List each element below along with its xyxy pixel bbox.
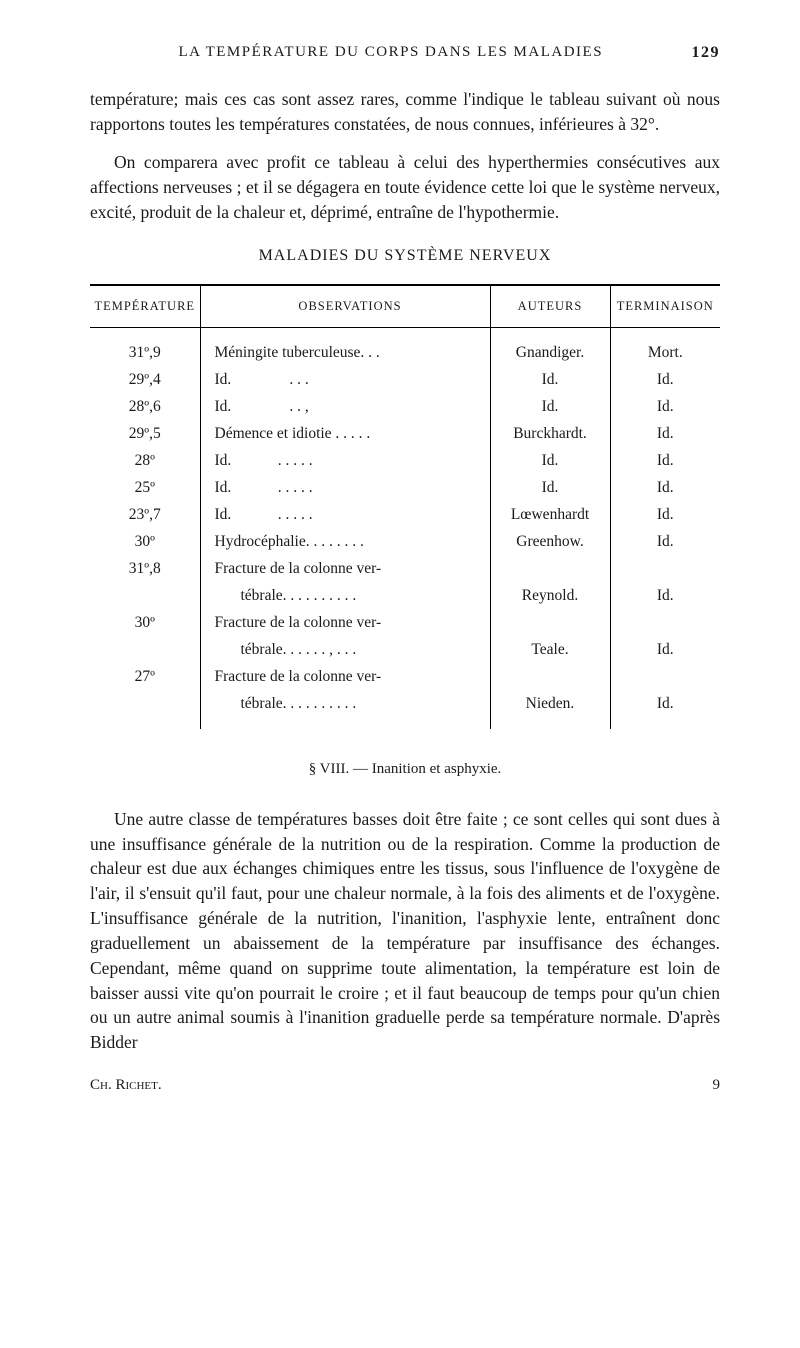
cell-temperature: 29º,4 (90, 367, 200, 394)
table-row: 31º,8Fracture de la colonne ver- (90, 556, 720, 583)
cell-terminaison: Mort. (610, 328, 720, 367)
cell-observation: Hydrocéphalie. . . . . . . . (200, 529, 490, 556)
cell-observation: Id. . . , (200, 394, 490, 421)
cell-auteur: Lœwenhardt (490, 502, 610, 529)
cell-terminaison: Id. (610, 475, 720, 502)
cell-terminaison: Id. (610, 637, 720, 664)
table-row: 28º,6Id. . . ,Id.Id. (90, 394, 720, 421)
page-number: 129 (692, 42, 721, 65)
table-row: 30ºHydrocéphalie. . . . . . . .Greenhow.… (90, 529, 720, 556)
running-header: LA TEMPÉRATURE DU CORPS DANS LES MALADIE… (90, 42, 720, 65)
cell-terminaison: Id. (610, 691, 720, 730)
cell-terminaison: Id. (610, 502, 720, 529)
cell-auteur (490, 610, 610, 637)
cell-terminaison (610, 664, 720, 691)
footer-signature: 9 (713, 1075, 721, 1096)
footer-author: Ch. Richet. (90, 1075, 162, 1096)
table-row: 23º,7Id. . . . . .LœwenhardtId. (90, 502, 720, 529)
cell-temperature: 31º,8 (90, 556, 200, 583)
cell-auteur: Greenhow. (490, 529, 610, 556)
footer: Ch. Richet. 9 (90, 1075, 720, 1096)
cell-terminaison (610, 556, 720, 583)
paragraph-3-text: Une autre classe de températures basses … (90, 809, 720, 1053)
table-row: tébrale. . . . . . . . . .Nieden.Id. (90, 691, 720, 730)
paragraph-1: température; mais ces cas sont assez rar… (90, 87, 720, 137)
section-heading: § VIII. — Inanition et asphyxie. (90, 759, 720, 780)
cell-terminaison: Id. (610, 583, 720, 610)
maladies-table: TEMPÉRATURE OBSERVATIONS AUTEURS TERMINA… (90, 284, 720, 730)
cell-auteur: Id. (490, 394, 610, 421)
table-row: tébrale. . . . . . . . . .Reynold.Id. (90, 583, 720, 610)
cell-observation: Méningite tuberculeuse. . . (200, 328, 490, 367)
header-title: LA TEMPÉRATURE DU CORPS DANS LES MALADIE… (90, 42, 692, 65)
table-row: 31º,9Méningite tuberculeuse. . .Gnandige… (90, 328, 720, 367)
cell-terminaison: Id. (610, 529, 720, 556)
paragraph-3: Une autre classe de températures basses … (90, 807, 720, 1055)
cell-auteur (490, 664, 610, 691)
cell-terminaison (610, 610, 720, 637)
paragraph-2-text: On comparera avec profit ce tableau à ce… (90, 152, 720, 222)
paragraph-2: On comparera avec profit ce tableau à ce… (90, 150, 720, 225)
cell-auteur (490, 556, 610, 583)
cell-temperature (90, 637, 200, 664)
cell-observation: Fracture de la colonne ver- (200, 556, 490, 583)
cell-temperature (90, 583, 200, 610)
col-auteurs: AUTEURS (490, 285, 610, 328)
cell-observation: Id. . . . . . (200, 502, 490, 529)
col-terminaison: TERMINAISON (610, 285, 720, 328)
cell-observation: Démence et idiotie . . . . . (200, 421, 490, 448)
table-body: 31º,9Méningite tuberculeuse. . .Gnandige… (90, 328, 720, 730)
cell-temperature: 27º (90, 664, 200, 691)
cell-observation: Id. . . . (200, 367, 490, 394)
col-temperature: TEMPÉRATURE (90, 285, 200, 328)
cell-auteur: Id. (490, 367, 610, 394)
cell-auteur: Id. (490, 448, 610, 475)
cell-terminaison: Id. (610, 448, 720, 475)
table-row: 28ºId. . . . . .Id.Id. (90, 448, 720, 475)
table-row: 27ºFracture de la colonne ver- (90, 664, 720, 691)
cell-auteur: Gnandiger. (490, 328, 610, 367)
table-row: tébrale. . . . . . , . . .Teale.Id. (90, 637, 720, 664)
cell-terminaison: Id. (610, 367, 720, 394)
cell-observation: Id. . . . . . (200, 475, 490, 502)
cell-observation: tébrale. . . . . . . . . . (200, 691, 490, 730)
cell-temperature: 29º,5 (90, 421, 200, 448)
table-header-row: TEMPÉRATURE OBSERVATIONS AUTEURS TERMINA… (90, 285, 720, 328)
table-row: 30ºFracture de la colonne ver- (90, 610, 720, 637)
cell-observation: tébrale. . . . . . , . . . (200, 637, 490, 664)
paragraph-1-text: température; mais ces cas sont assez rar… (90, 89, 720, 134)
cell-temperature (90, 691, 200, 730)
cell-auteur: Nieden. (490, 691, 610, 730)
cell-temperature: 31º,9 (90, 328, 200, 367)
cell-temperature: 28º,6 (90, 394, 200, 421)
cell-auteur: Id. (490, 475, 610, 502)
cell-auteur: Burckhardt. (490, 421, 610, 448)
cell-observation: Fracture de la colonne ver- (200, 610, 490, 637)
cell-terminaison: Id. (610, 421, 720, 448)
cell-observation: Fracture de la colonne ver- (200, 664, 490, 691)
cell-temperature: 23º,7 (90, 502, 200, 529)
col-observations: OBSERVATIONS (200, 285, 490, 328)
cell-temperature: 28º (90, 448, 200, 475)
table-row: 29º,5Démence et idiotie . . . . .Burckha… (90, 421, 720, 448)
cell-auteur: Reynold. (490, 583, 610, 610)
cell-observation: tébrale. . . . . . . . . . (200, 583, 490, 610)
cell-temperature: 25º (90, 475, 200, 502)
cell-observation: Id. . . . . . (200, 448, 490, 475)
cell-temperature: 30º (90, 529, 200, 556)
cell-auteur: Teale. (490, 637, 610, 664)
table-title: MALADIES DU SYSTÈME NERVEUX (90, 245, 720, 268)
cell-temperature: 30º (90, 610, 200, 637)
cell-terminaison: Id. (610, 394, 720, 421)
table-row: 29º,4Id. . . .Id.Id. (90, 367, 720, 394)
table-row: 25ºId. . . . . .Id.Id. (90, 475, 720, 502)
